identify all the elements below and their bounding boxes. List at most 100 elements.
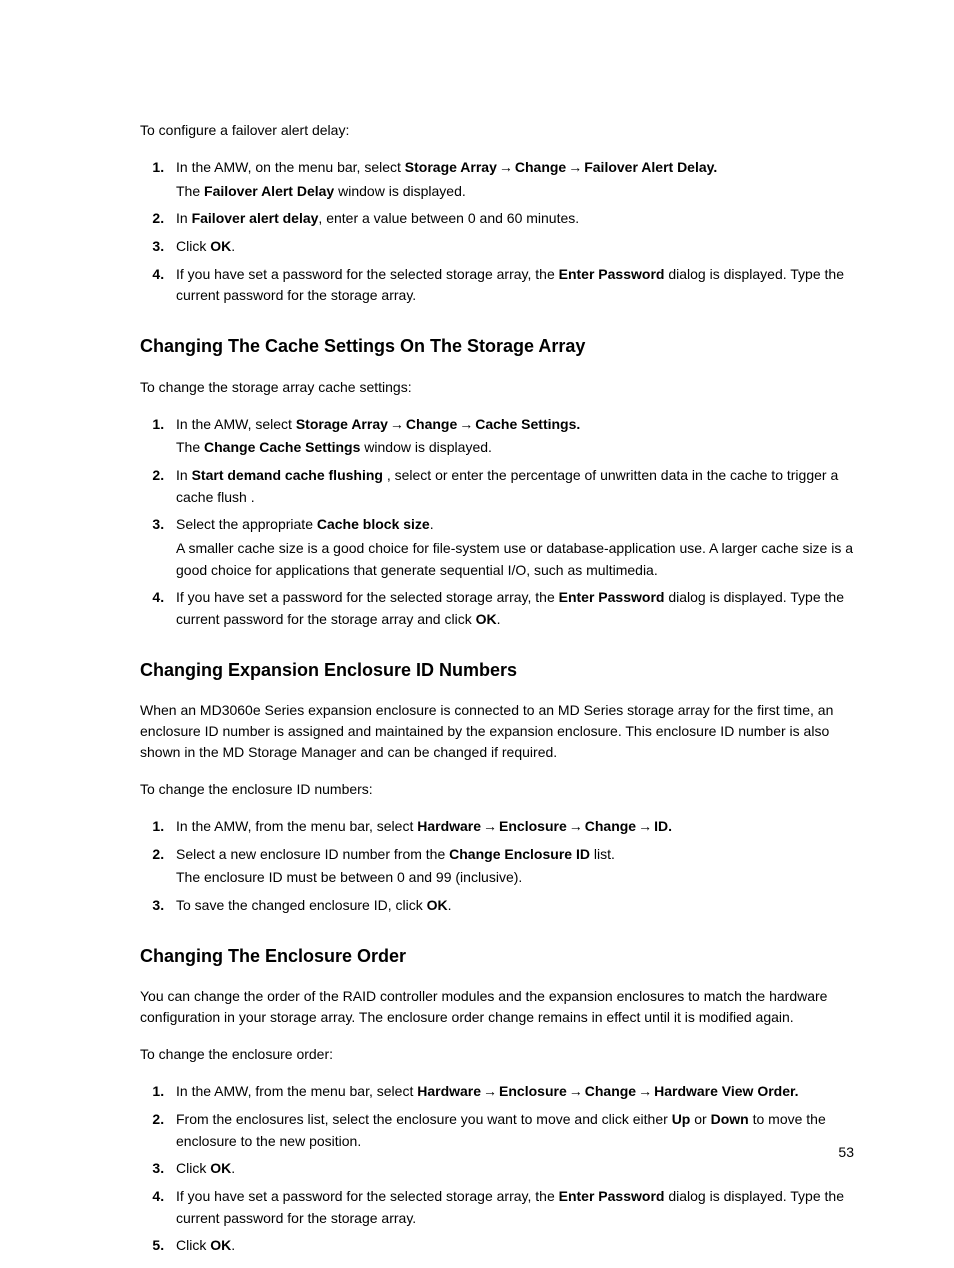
list-item: In Failover alert delay, enter a value b… [168, 208, 854, 230]
body-text: In [176, 210, 192, 226]
list-item: Click OK. [168, 236, 854, 258]
list-item: If you have set a password for the selec… [168, 1186, 854, 1229]
list-item: In the AMW, select Storage Array→Change→… [168, 414, 854, 459]
menu-path: Cache Settings. [475, 416, 580, 432]
ui-ref: Change Cache Settings [204, 439, 360, 455]
ui-ref: Start demand cache flushing [192, 467, 387, 483]
ui-ref: Failover Alert Delay [204, 183, 334, 199]
ui-ref: Change Enclosure ID [449, 846, 590, 862]
section2-heading: Changing Expansion Enclosure ID Numbers [140, 659, 854, 682]
body-text: . [231, 1160, 235, 1176]
menu-path: Change [406, 416, 457, 432]
menu-path: ID. [654, 818, 672, 834]
section3-heading: Changing The Enclosure Order [140, 945, 854, 968]
body-text: . [231, 1237, 235, 1253]
body-text: Click [176, 238, 210, 254]
menu-path: Change [585, 818, 636, 834]
body-text: Click [176, 1237, 210, 1253]
body-text: . [430, 516, 434, 532]
body-text: The enclosure ID must be between 0 and 9… [176, 867, 854, 889]
body-text: The [176, 183, 204, 199]
menu-path: Storage Array [296, 416, 388, 432]
body-text: In [176, 467, 192, 483]
body-text: If you have set a password for the selec… [176, 589, 559, 605]
page-number: 53 [838, 1144, 854, 1160]
ui-ref: Up [672, 1111, 691, 1127]
body-text: Click [176, 1160, 210, 1176]
body-text: . [448, 897, 452, 913]
ui-ref: Failover alert delay [192, 210, 319, 226]
list-item: Click OK. [168, 1235, 854, 1257]
ui-ref: Down [711, 1111, 749, 1127]
menu-path: Change [515, 159, 566, 175]
body-text: list. [590, 846, 615, 862]
body-text: In the AMW, select [176, 416, 296, 432]
section3-steps: In the AMW, from the menu bar, select Ha… [140, 1081, 854, 1257]
section1-intro: To change the storage array cache settin… [140, 377, 854, 398]
body-text: . [231, 238, 235, 254]
arrow-icon: → [566, 159, 584, 175]
ui-ref: OK [476, 611, 497, 627]
ui-ref: OK [210, 1160, 231, 1176]
list-item: Select a new enclosure ID number from th… [168, 844, 854, 889]
arrow-icon: → [481, 1083, 499, 1099]
list-item: From the enclosures list, select the enc… [168, 1109, 854, 1152]
section2-steps: In the AMW, from the menu bar, select Ha… [140, 816, 854, 917]
arrow-icon: → [636, 818, 654, 834]
body-text: If you have set a password for the selec… [176, 1188, 559, 1204]
list-item: If you have set a password for the selec… [168, 587, 854, 630]
menu-path: Hardware [417, 1083, 481, 1099]
section0-intro: To configure a failover alert delay: [140, 120, 854, 141]
body-text: To save the changed enclosure ID, click [176, 897, 427, 913]
menu-path: Enclosure [499, 818, 567, 834]
ui-ref: Enter Password [559, 1188, 665, 1204]
list-item: If you have set a password for the selec… [168, 264, 854, 307]
body-text: Select the appropriate [176, 516, 317, 532]
body-text: or [690, 1111, 710, 1127]
list-item: In the AMW, from the menu bar, select Ha… [168, 1081, 854, 1103]
body-text: , enter a value between 0 and 60 minutes… [318, 210, 579, 226]
section3-para1: You can change the order of the RAID con… [140, 986, 854, 1028]
section3-intro: To change the enclosure order: [140, 1044, 854, 1065]
section2-para1: When an MD3060e Series expansion enclosu… [140, 700, 854, 763]
section1-heading: Changing The Cache Settings On The Stora… [140, 335, 854, 358]
section2-intro: To change the enclosure ID numbers: [140, 779, 854, 800]
section1-steps: In the AMW, select Storage Array→Change→… [140, 414, 854, 631]
ui-ref: OK [210, 238, 231, 254]
arrow-icon: → [481, 818, 499, 834]
body-text: In the AMW, from the menu bar, select [176, 1083, 417, 1099]
body-text: In the AMW, on the menu bar, select [176, 159, 405, 175]
body-text: window is displayed. [360, 439, 492, 455]
ui-ref: Enter Password [559, 266, 665, 282]
body-text: . [497, 611, 501, 627]
ui-ref: Cache block size [317, 516, 430, 532]
list-item: Select the appropriate Cache block size.… [168, 514, 854, 581]
ui-ref: OK [210, 1237, 231, 1253]
list-item: To save the changed enclosure ID, click … [168, 895, 854, 917]
list-item: In Start demand cache flushing , select … [168, 465, 854, 508]
body-text: If you have set a password for the selec… [176, 266, 559, 282]
ui-ref: OK [427, 897, 448, 913]
list-item: Click OK. [168, 1158, 854, 1180]
body-text: window is displayed. [334, 183, 466, 199]
body-text: A smaller cache size is a good choice fo… [176, 538, 854, 581]
menu-path: Enclosure [499, 1083, 567, 1099]
menu-path: Hardware [417, 818, 481, 834]
list-item: In the AMW, from the menu bar, select Ha… [168, 816, 854, 838]
arrow-icon: → [567, 1083, 585, 1099]
arrow-icon: → [457, 416, 475, 432]
body-text: Select a new enclosure ID number from th… [176, 846, 449, 862]
section0-steps: In the AMW, on the menu bar, select Stor… [140, 157, 854, 307]
document-page: To configure a failover alert delay: In … [0, 0, 954, 1268]
arrow-icon: → [497, 159, 515, 175]
menu-path: Failover Alert Delay. [584, 159, 717, 175]
menu-path: Storage Array [405, 159, 497, 175]
menu-path: Change [585, 1083, 636, 1099]
ui-ref: Enter Password [559, 589, 665, 605]
list-item: In the AMW, on the menu bar, select Stor… [168, 157, 854, 202]
arrow-icon: → [388, 416, 406, 432]
menu-path: Hardware View Order. [654, 1083, 798, 1099]
arrow-icon: → [567, 818, 585, 834]
arrow-icon: → [636, 1083, 654, 1099]
body-text: From the enclosures list, select the enc… [176, 1111, 672, 1127]
